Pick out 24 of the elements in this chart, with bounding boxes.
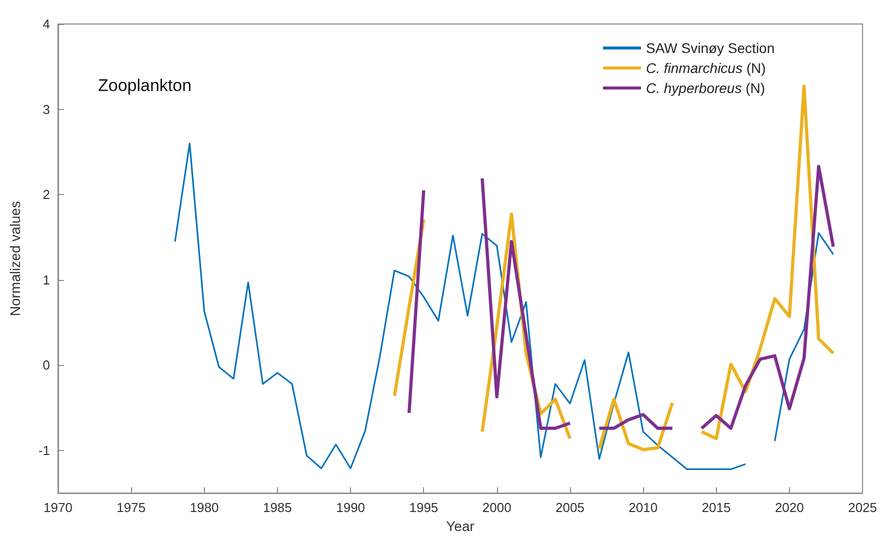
x-tick-label: 2020 — [774, 500, 804, 516]
legend-label: SAW Svinøy Section — [646, 40, 775, 56]
x-tick-label: 2000 — [482, 500, 512, 516]
x-tick-label: 1985 — [262, 500, 292, 516]
x-tick-label: 2025 — [848, 500, 877, 516]
legend-label: C. hyperboreus (N) — [646, 80, 766, 96]
x-tick-label: 1980 — [190, 500, 219, 516]
y-tick-label: 4 — [42, 16, 50, 32]
x-tick-label: 2005 — [556, 500, 584, 516]
x-tick-label: 2015 — [702, 500, 731, 516]
x-axis-title: Year — [446, 518, 475, 534]
x-tick-label: 1995 — [409, 500, 438, 516]
x-tick-label: 1970 — [44, 500, 72, 516]
y-tick-label: 0 — [42, 358, 50, 373]
x-tick-label: 1990 — [336, 500, 366, 516]
y-tick-label: 1 — [42, 272, 50, 288]
x-tick-label: 2010 — [628, 500, 658, 516]
x-tick-label: 1975 — [116, 500, 146, 516]
text: Zooplankton — [98, 76, 192, 95]
y-tick-label: 2 — [42, 187, 50, 202]
y-axis-title: Normalized values — [7, 200, 23, 316]
y-tick-label: 3 — [42, 102, 50, 117]
legend-label: C. finmarchicus (N) — [646, 60, 766, 76]
y-tick-label: -1 — [38, 442, 50, 458]
